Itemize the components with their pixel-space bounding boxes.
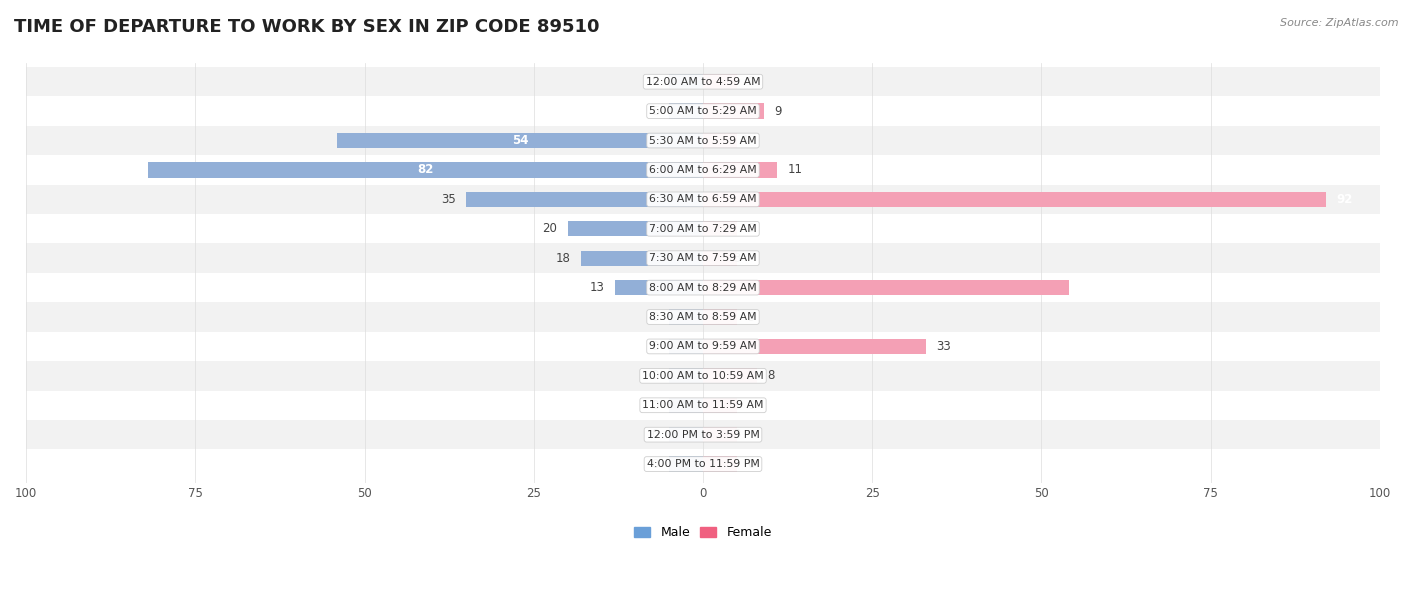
Bar bbox=[27, 155, 1379, 184]
Bar bbox=[27, 184, 1379, 214]
Text: 0: 0 bbox=[651, 458, 659, 471]
Bar bbox=[27, 390, 1379, 420]
Text: 5: 5 bbox=[747, 311, 755, 324]
Text: 0: 0 bbox=[651, 428, 659, 441]
Bar bbox=[703, 104, 763, 119]
Bar bbox=[27, 126, 1379, 155]
Text: 35: 35 bbox=[441, 193, 456, 206]
Text: 5:00 AM to 5:29 AM: 5:00 AM to 5:29 AM bbox=[650, 106, 756, 116]
Bar bbox=[669, 74, 703, 89]
Text: 54: 54 bbox=[512, 134, 529, 147]
Bar bbox=[27, 273, 1379, 302]
Bar bbox=[703, 368, 758, 384]
Text: 92: 92 bbox=[1336, 193, 1353, 206]
Text: 11:00 AM to 11:59 AM: 11:00 AM to 11:59 AM bbox=[643, 400, 763, 411]
Text: 54: 54 bbox=[1078, 281, 1095, 294]
Bar bbox=[703, 74, 737, 89]
Legend: Male, Female: Male, Female bbox=[630, 521, 776, 544]
Text: 13: 13 bbox=[591, 281, 605, 294]
Text: 20: 20 bbox=[543, 223, 557, 235]
Bar bbox=[669, 339, 703, 354]
Text: 6:00 AM to 6:29 AM: 6:00 AM to 6:29 AM bbox=[650, 165, 756, 175]
Bar bbox=[27, 67, 1379, 96]
Text: 0: 0 bbox=[747, 399, 755, 412]
Bar bbox=[669, 427, 703, 442]
Bar bbox=[703, 280, 1069, 295]
Bar bbox=[703, 339, 927, 354]
Text: 18: 18 bbox=[557, 252, 571, 265]
Text: 0: 0 bbox=[747, 458, 755, 471]
Text: TIME OF DEPARTURE TO WORK BY SEX IN ZIP CODE 89510: TIME OF DEPARTURE TO WORK BY SEX IN ZIP … bbox=[14, 18, 599, 36]
Bar bbox=[337, 133, 703, 148]
Text: 8: 8 bbox=[768, 369, 775, 383]
Bar bbox=[703, 427, 737, 442]
Bar bbox=[581, 250, 703, 266]
Bar bbox=[703, 456, 737, 472]
Bar bbox=[27, 420, 1379, 449]
Text: 82: 82 bbox=[418, 164, 433, 177]
Bar bbox=[614, 280, 703, 295]
Text: 0: 0 bbox=[651, 75, 659, 88]
Text: 9: 9 bbox=[775, 105, 782, 118]
Bar bbox=[703, 397, 737, 413]
Bar bbox=[703, 192, 1326, 207]
Bar bbox=[27, 361, 1379, 390]
Bar bbox=[669, 368, 703, 384]
Text: 0: 0 bbox=[747, 75, 755, 88]
Text: 11: 11 bbox=[787, 164, 803, 177]
Text: 4:00 PM to 11:59 PM: 4:00 PM to 11:59 PM bbox=[647, 459, 759, 469]
Bar bbox=[27, 332, 1379, 361]
Text: 12:00 PM to 3:59 PM: 12:00 PM to 3:59 PM bbox=[647, 430, 759, 440]
Bar bbox=[703, 162, 778, 177]
Bar bbox=[27, 214, 1379, 243]
Text: 3: 3 bbox=[734, 428, 741, 441]
Text: 7:00 AM to 7:29 AM: 7:00 AM to 7:29 AM bbox=[650, 224, 756, 234]
Bar bbox=[703, 309, 737, 325]
Bar bbox=[669, 309, 703, 325]
Bar bbox=[27, 96, 1379, 126]
Bar bbox=[27, 302, 1379, 332]
Bar bbox=[148, 162, 703, 177]
Text: 4: 4 bbox=[740, 134, 748, 147]
Bar bbox=[467, 192, 703, 207]
Bar bbox=[703, 250, 737, 266]
Text: 5:30 AM to 5:59 AM: 5:30 AM to 5:59 AM bbox=[650, 136, 756, 146]
Bar bbox=[568, 221, 703, 236]
Text: 0: 0 bbox=[747, 223, 755, 235]
Bar bbox=[27, 243, 1379, 273]
Bar bbox=[669, 397, 703, 413]
Text: 8:00 AM to 8:29 AM: 8:00 AM to 8:29 AM bbox=[650, 283, 756, 293]
Text: 12:00 AM to 4:59 AM: 12:00 AM to 4:59 AM bbox=[645, 77, 761, 87]
Text: 5: 5 bbox=[651, 105, 659, 118]
Text: 9:00 AM to 9:59 AM: 9:00 AM to 9:59 AM bbox=[650, 342, 756, 352]
Text: 10:00 AM to 10:59 AM: 10:00 AM to 10:59 AM bbox=[643, 371, 763, 381]
Text: 33: 33 bbox=[936, 340, 952, 353]
Bar bbox=[703, 221, 737, 236]
Bar bbox=[27, 449, 1379, 479]
Bar bbox=[703, 133, 737, 148]
Text: 0: 0 bbox=[651, 369, 659, 383]
Text: 3: 3 bbox=[734, 252, 741, 265]
Text: 6:30 AM to 6:59 AM: 6:30 AM to 6:59 AM bbox=[650, 195, 756, 204]
Text: 8:30 AM to 8:59 AM: 8:30 AM to 8:59 AM bbox=[650, 312, 756, 322]
Text: Source: ZipAtlas.com: Source: ZipAtlas.com bbox=[1281, 18, 1399, 28]
Text: 0: 0 bbox=[651, 311, 659, 324]
Bar bbox=[669, 456, 703, 472]
Text: 0: 0 bbox=[651, 399, 659, 412]
Bar bbox=[669, 104, 703, 119]
Text: 7:30 AM to 7:59 AM: 7:30 AM to 7:59 AM bbox=[650, 253, 756, 263]
Text: 0: 0 bbox=[651, 340, 659, 353]
